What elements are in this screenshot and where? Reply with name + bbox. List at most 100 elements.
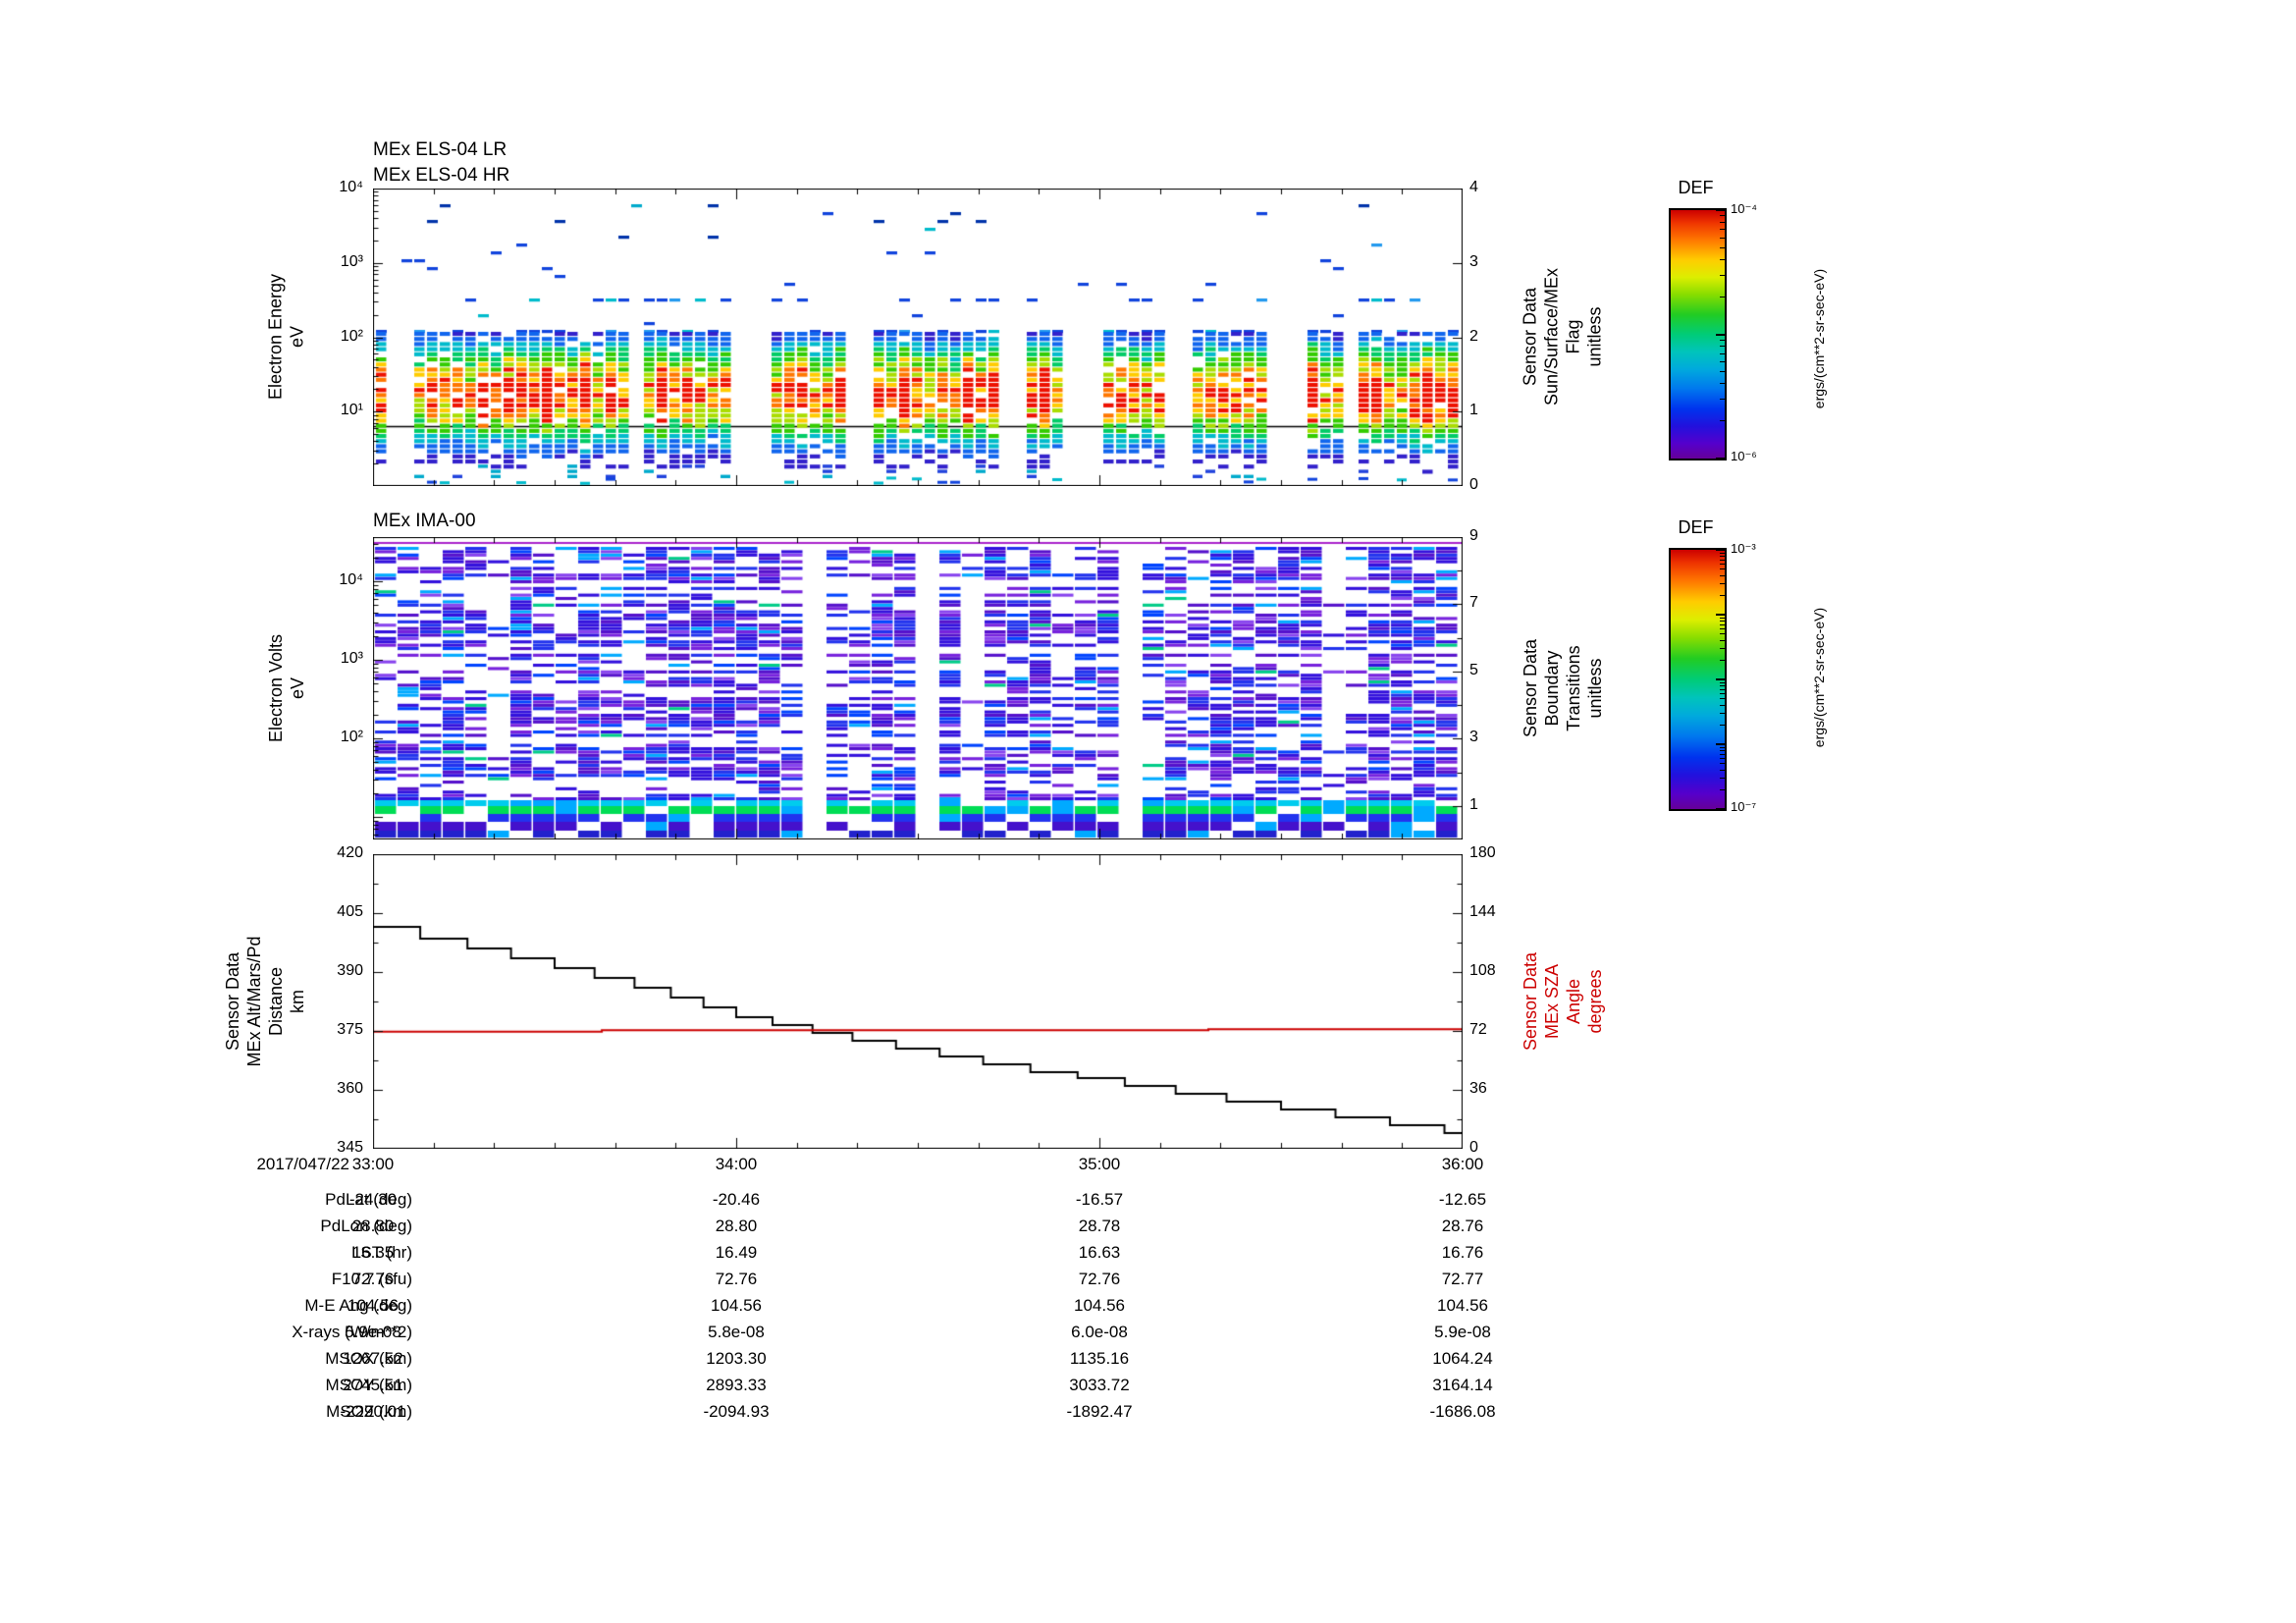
- colorbar-minor-tick: [1720, 623, 1725, 625]
- axis-tick-label: 10³: [340, 650, 363, 668]
- ima-right-label-line: Boundary: [1542, 650, 1562, 727]
- colorbar-minor-tick: [1720, 724, 1725, 726]
- sza-right-label-line: Sensor Data: [1521, 951, 1540, 1052]
- time-tick-label: 33:00: [351, 1155, 395, 1173]
- table-cell: 3164.14: [1432, 1376, 1493, 1394]
- colorbar-minor-tick: [1720, 399, 1725, 401]
- colorbar-minor-tick: [1720, 693, 1725, 695]
- colorbar-minor-tick: [1720, 215, 1725, 217]
- table-cell: -1686.08: [1429, 1402, 1496, 1421]
- colorbar-minor-tick: [1720, 552, 1725, 554]
- axis-tick-label: 10⁴: [339, 179, 363, 195]
- table-cell: 1267.52: [343, 1349, 403, 1368]
- table-cell: -2094.93: [703, 1402, 770, 1421]
- ima-right-label-line: Sensor Data: [1521, 638, 1540, 738]
- colorbar-minor-tick: [1720, 617, 1725, 619]
- alt-left-label-line: km: [288, 990, 307, 1013]
- els-title-hr: MEx ELS-04 HR: [373, 165, 510, 186]
- table-cell: 16.49: [715, 1243, 758, 1262]
- table-row-label: MSOX (km): [325, 1349, 412, 1368]
- axis-tick-label: 3: [1469, 729, 1478, 746]
- colorbar-minor-tick: [1720, 594, 1725, 596]
- axis-tick-label: 2: [1469, 327, 1478, 345]
- sza-right-label-line: Angle: [1564, 978, 1583, 1025]
- colorbar-minor-tick: [1720, 246, 1725, 248]
- axis-tick-label: 390: [337, 962, 363, 979]
- axis-tick-label: 4: [1469, 179, 1478, 195]
- colorbar-tick: [1716, 549, 1725, 551]
- alt-left-label-line: Sensor Data: [223, 951, 242, 1052]
- table-cell: 72.77: [1441, 1270, 1484, 1288]
- colorbar-minor-tick: [1720, 237, 1725, 239]
- colorbar-minor-tick: [1720, 698, 1725, 700]
- colorbar-minor-tick: [1720, 778, 1725, 779]
- colorbar1-gradient: [1671, 210, 1725, 459]
- table-cell: 104.56: [347, 1296, 399, 1315]
- axis-tick-label: 375: [337, 1021, 363, 1038]
- axis-tick-label: 144: [1469, 903, 1496, 920]
- axis-tick-label: 0: [1469, 476, 1478, 493]
- table-cell: 16.35: [351, 1243, 395, 1262]
- colorbar-minor-tick: [1720, 559, 1725, 561]
- colorbar-minor-tick: [1720, 574, 1725, 576]
- table-cell: 1135.16: [1069, 1349, 1130, 1368]
- colorbar1-bottom-label: 10⁻⁶: [1731, 449, 1757, 463]
- table-cell: 3033.72: [1069, 1376, 1130, 1394]
- colorbar-minor-tick: [1720, 229, 1725, 231]
- colorbar-minor-tick: [1720, 681, 1725, 683]
- colorbar-tick: [1716, 678, 1725, 680]
- colorbar-minor-tick: [1720, 346, 1725, 348]
- table-row-label: M-E Ang (deg): [304, 1296, 412, 1315]
- colorbar2-title: DEF: [1678, 517, 1714, 537]
- ima-spectrogram-panel: [373, 537, 1463, 839]
- colorbar-minor-tick: [1720, 758, 1725, 760]
- sza-right-label: Sensor Data MEx SZA Angle degrees: [1520, 854, 1606, 1149]
- colorbar-minor-tick: [1720, 684, 1725, 686]
- colorbar-minor-tick: [1720, 769, 1725, 771]
- els-right-label-line: unitless: [1584, 306, 1605, 367]
- table-cell: 28.76: [1441, 1217, 1484, 1235]
- table-cell: 28.78: [1078, 1217, 1121, 1235]
- colorbar-minor-tick: [1720, 568, 1725, 570]
- table-cell: 104.56: [1074, 1296, 1125, 1315]
- colorbar2-gradient: [1671, 550, 1725, 809]
- colorbar-minor-tick: [1720, 713, 1725, 714]
- alt-left-label: Sensor Data MEx Alt/Mars/Pd Distance km: [222, 854, 308, 1149]
- table-cell: -1892.47: [1066, 1402, 1133, 1421]
- axis-tick-label: 5: [1469, 661, 1478, 678]
- ima-ylabel-line: Electron Volts: [266, 633, 286, 743]
- colorbar-minor-tick: [1720, 352, 1725, 354]
- axis-tick-label: 360: [337, 1080, 363, 1097]
- colorbar-minor-tick: [1720, 639, 1725, 641]
- els-title-lr: MEx ELS-04 LR: [373, 139, 507, 160]
- colorbar-minor-tick: [1720, 274, 1725, 276]
- table-cell: 16.63: [1078, 1243, 1121, 1262]
- colorbar1: [1669, 208, 1727, 460]
- table-row-label: X-rays (W/m**2): [292, 1323, 412, 1341]
- els-ylabel-line: Electron Energy: [265, 273, 286, 401]
- table-cell: 2745.51: [343, 1376, 403, 1394]
- axis-tick-label: 0: [1469, 1139, 1478, 1156]
- colorbar-minor-tick: [1720, 688, 1725, 690]
- colorbar-minor-tick: [1720, 628, 1725, 630]
- colorbar-minor-tick: [1720, 564, 1725, 566]
- table-cell: 1064.24: [1432, 1349, 1493, 1368]
- table-row-label: PdLon (deg): [320, 1217, 412, 1235]
- table-cell: 5.9e-08: [1434, 1323, 1491, 1341]
- colorbar-minor-tick: [1720, 296, 1725, 298]
- ima-right-label-line: Transitions: [1564, 645, 1583, 731]
- axis-tick-label: 420: [337, 844, 363, 861]
- table-cell: 28.80: [715, 1217, 758, 1235]
- altitude-sza-panel: [373, 854, 1463, 1149]
- axis-tick-label: 10¹: [340, 402, 363, 419]
- colorbar-minor-tick: [1720, 633, 1725, 635]
- table-row-label: MSOY (km): [325, 1376, 412, 1394]
- table-cell: 72.76: [715, 1270, 758, 1288]
- axis-tick-label: 10²: [340, 327, 363, 345]
- els-spectrogram-panel: [373, 189, 1463, 486]
- axis-tick-label: 180: [1469, 844, 1496, 861]
- axis-tick-label: 3: [1469, 252, 1478, 270]
- table-cell: -12.65: [1438, 1190, 1487, 1209]
- table-cell: 104.56: [1437, 1296, 1488, 1315]
